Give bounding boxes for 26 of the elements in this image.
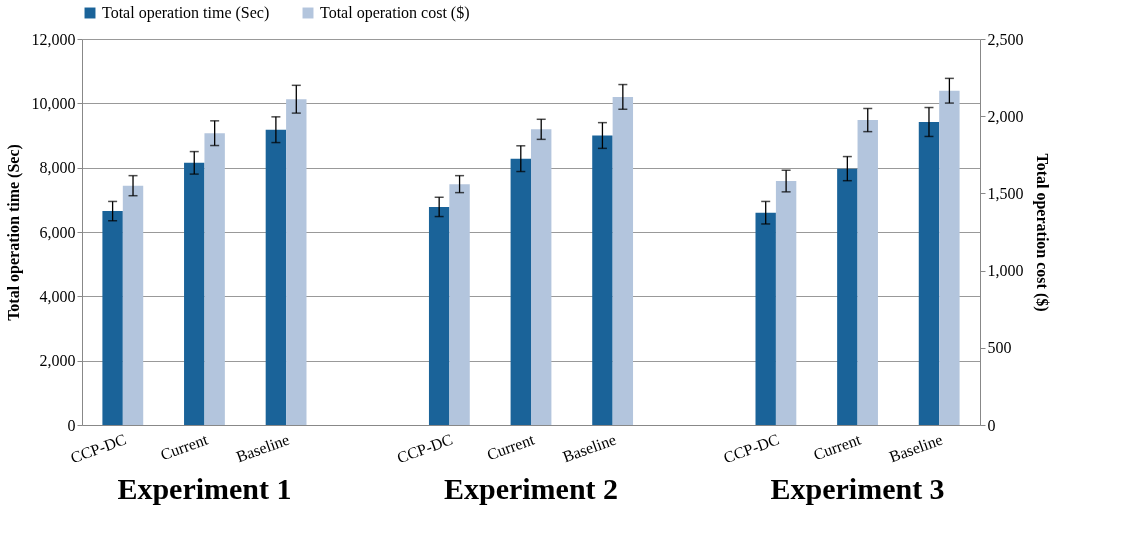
- y-axis-title: Total operation time (Sec): [4, 144, 23, 321]
- y-tick-label: 12,000: [31, 30, 76, 48]
- legend-label: Total operation cost ($): [320, 4, 470, 22]
- y2-axis-title: Total operation cost ($): [1032, 153, 1051, 312]
- x-tick-label: Baseline: [887, 430, 945, 466]
- y2-tick-label: 2,500: [987, 30, 1024, 48]
- y2-tick-label: 2,000: [987, 107, 1024, 125]
- legend-label: Total operation time (Sec): [102, 4, 270, 22]
- text: Experiment 2: [443, 472, 619, 505]
- x-tick-label: Baseline: [560, 430, 619, 466]
- text: Experiment 3: [770, 472, 945, 505]
- y-tick-label: 6,000: [39, 223, 76, 241]
- x-tick-label: Baseline: [233, 430, 292, 466]
- y2-tick-label: 1,500: [987, 184, 1024, 202]
- y-tick-label: 10,000: [31, 94, 76, 112]
- y2-tick-label: 0: [987, 416, 996, 434]
- text: Experiment 1: [117, 472, 292, 505]
- y-tick-label: 8,000: [39, 159, 76, 177]
- x-tick-label: Current: [811, 430, 864, 464]
- x-tick-label: Current: [158, 430, 211, 464]
- y-tick-label: 4,000: [39, 287, 76, 305]
- y-tick-label: 2,000: [39, 352, 76, 370]
- y-tick-label: 0: [67, 416, 76, 434]
- y2-tick-label: 1,000: [987, 262, 1024, 280]
- x-tick-label: Current: [484, 430, 537, 464]
- y2-tick-label: 500: [987, 339, 1012, 357]
